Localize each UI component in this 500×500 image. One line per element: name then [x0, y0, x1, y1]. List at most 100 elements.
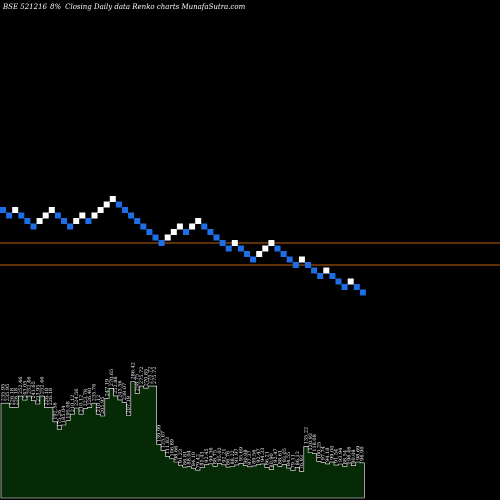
volume-label: 118.08	[312, 434, 318, 452]
renko-brick-down	[207, 229, 214, 235]
volume-label: 85.43	[200, 451, 206, 465]
volume-label: 270.85	[143, 369, 149, 387]
renko-brick-down	[225, 245, 232, 252]
volume-label: 243.05	[22, 381, 28, 399]
renko-brick-up	[256, 251, 263, 257]
volume-label: 139.99	[156, 425, 162, 443]
volume-label: 91.54	[334, 449, 340, 463]
renko-brick-up	[298, 256, 305, 263]
volume-label: 88.22	[230, 450, 236, 464]
volume-label: 205.95	[100, 397, 106, 415]
volume-label: 270.65	[109, 369, 115, 387]
renko-brick-down	[128, 212, 135, 219]
renko-brick-down	[0, 207, 6, 213]
volume-label: 241.65	[31, 381, 37, 399]
volume-label: 135.22	[303, 427, 309, 445]
renko-brick-down	[311, 267, 318, 274]
volume-label: 286.42	[130, 362, 136, 380]
volume-label: 224.56	[74, 389, 80, 407]
volume-label: 125.67	[161, 431, 167, 449]
renko-brick-down	[359, 289, 366, 296]
reference-lines	[0, 242, 500, 266]
volume-label: 275.72	[139, 367, 145, 385]
volume-label: 92.47	[256, 448, 262, 462]
volume-label: 91.97	[234, 449, 240, 463]
volume-label: 98.69	[355, 446, 361, 460]
renko-brick-up	[189, 223, 196, 230]
renko-brick-down	[286, 256, 293, 263]
chart-subtitle: Closing Daily data Renko charts MunafaSu…	[65, 3, 245, 11]
renko-brick-down	[219, 240, 226, 246]
volume-label: 92.47	[273, 448, 279, 462]
volume-label: 95.69	[239, 447, 245, 461]
volume-label: 226.18	[44, 388, 50, 406]
volume-label: 86.76	[226, 451, 232, 465]
renko-brick-up	[164, 234, 171, 241]
volume-label: 88.75	[213, 450, 219, 464]
renko-brick-down	[6, 212, 13, 219]
renko-brick-down	[122, 207, 128, 213]
volume-label: 76.93	[299, 455, 305, 469]
renko-brick-down	[274, 245, 281, 252]
renko-brick-down	[67, 223, 74, 230]
volume-label: 235.95	[1, 384, 7, 402]
volume-label: 175.26	[57, 410, 63, 428]
volume-label: 88.04	[187, 450, 193, 464]
renko-brick-up	[97, 207, 104, 213]
volume-label: 111.83	[165, 437, 171, 455]
volume-label: 235.95	[5, 384, 11, 402]
volume-label: 84.10	[191, 452, 197, 466]
brick-size-label: 8%	[50, 3, 61, 11]
volume-label: 80.90	[269, 453, 275, 467]
renko-brick-up	[73, 218, 80, 224]
renko-brick-up	[48, 207, 55, 213]
renko-brick-down	[244, 251, 250, 257]
renko-brick-down	[61, 218, 67, 224]
volume-label: 94.18	[325, 448, 331, 462]
renko-brick-down	[213, 234, 220, 241]
renko-brick-down	[335, 278, 342, 285]
volume-label: 96.90	[360, 446, 366, 460]
volume-label: 185.04	[61, 406, 67, 424]
renko-brick-down	[158, 240, 165, 246]
volume-label: 86.81	[182, 451, 188, 465]
volume-label: 92.45	[204, 448, 210, 462]
volume-label: 252.46	[40, 377, 46, 395]
renko-brick-down	[146, 229, 153, 235]
volume-label: 99.00	[329, 446, 335, 460]
volume-label: 86.21	[265, 451, 271, 465]
volume-label: 192.56	[53, 402, 59, 420]
chart-symbol: BSE 521216	[2, 3, 48, 11]
volume-label: 93.94	[338, 448, 344, 462]
renko-brick-down	[201, 223, 208, 230]
volume-area: 235.95235.95226.18226.18252.46243.05252.…	[1, 362, 366, 499]
volume-label: 90.08	[351, 449, 357, 463]
renko-brick-up	[268, 240, 275, 246]
volume-label: 106.89	[169, 439, 175, 457]
renko-brick-up	[262, 245, 269, 252]
volume-label: 96.46	[347, 447, 353, 461]
renko-brick-down	[237, 245, 244, 252]
renko-brick-down	[292, 262, 299, 268]
renko-brick-down	[30, 223, 37, 230]
volume-label: 89.56	[252, 450, 258, 464]
volume-label: 226.18	[48, 388, 54, 406]
volume-label: 92.21	[221, 448, 227, 462]
renko-brick-up	[91, 212, 98, 219]
renko-brick-up	[42, 212, 49, 219]
renko-brick-down	[353, 284, 360, 290]
volume-label: 87.37	[247, 450, 253, 464]
volume-label: 243.56	[117, 380, 123, 398]
renko-brick-down	[250, 256, 257, 263]
renko-brick-down	[134, 218, 141, 224]
volume-label: 275.72	[148, 367, 154, 385]
volume-label: 247.19	[105, 379, 111, 397]
renko-brick-up	[231, 240, 238, 246]
renko-brick-down	[54, 212, 61, 219]
volume-label: 238.07	[122, 383, 128, 401]
volume-label: 233.95	[35, 385, 41, 403]
renko-brick-down	[280, 251, 287, 257]
renko-bricks	[0, 196, 366, 296]
volume-label: 79.42	[195, 454, 201, 468]
renko-brick-up	[36, 218, 43, 224]
